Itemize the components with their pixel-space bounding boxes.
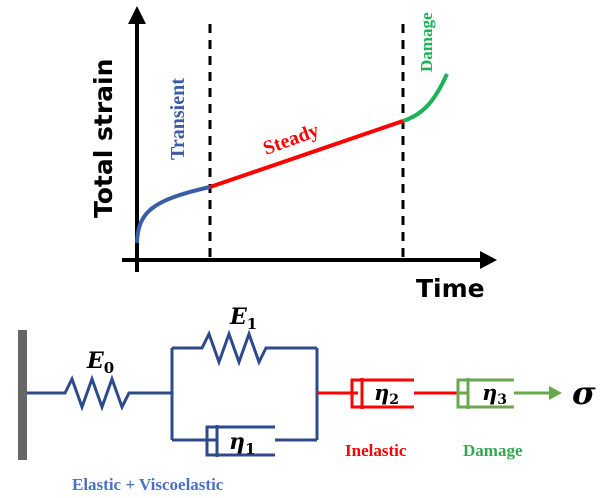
inelastic-dashpot bbox=[317, 378, 458, 409]
elastic-viscoelastic-caption: Elastic + Viscoelastic bbox=[72, 475, 224, 494]
e0-symbol: E0 bbox=[86, 348, 114, 377]
stress-symbol: σ bbox=[572, 374, 596, 412]
dashpot-1-housing bbox=[205, 425, 275, 457]
x-axis-arrowhead bbox=[480, 251, 497, 269]
transient-label: Transient bbox=[167, 78, 189, 160]
damage-caption: Damage bbox=[463, 441, 523, 460]
steady-curve bbox=[209, 119, 404, 189]
eta3-symbol: η3 bbox=[482, 380, 507, 408]
dashpot-3-housing bbox=[456, 378, 514, 409]
x-axis-title: Time bbox=[416, 274, 485, 303]
spring-e0 bbox=[27, 374, 172, 412]
damage-dashpot bbox=[456, 378, 562, 409]
spring-e1 bbox=[172, 329, 317, 367]
dashpot-2-housing bbox=[350, 378, 414, 409]
viscoelastic-block bbox=[27, 329, 319, 457]
y-axis-title: Total strain bbox=[89, 59, 118, 218]
creep-curve-plot: Total strain Time Transient Steady Damag… bbox=[89, 6, 497, 303]
inelastic-caption: Inelastic bbox=[345, 441, 407, 460]
fixed-wall bbox=[18, 330, 27, 460]
damage-label: Damage bbox=[417, 12, 436, 72]
eta2-symbol: η2 bbox=[374, 380, 399, 408]
transient-curve bbox=[135, 185, 211, 244]
e1-symbol: E1 bbox=[229, 304, 257, 333]
eta1-symbol: η1 bbox=[229, 429, 255, 458]
damage-curve bbox=[402, 73, 449, 123]
rheological-model: E0 E1 η1 η2 η3 σ Elastic + Viscoelastic … bbox=[18, 304, 596, 494]
y-axis-arrowhead bbox=[128, 6, 146, 24]
stress-arrowhead bbox=[549, 386, 562, 400]
